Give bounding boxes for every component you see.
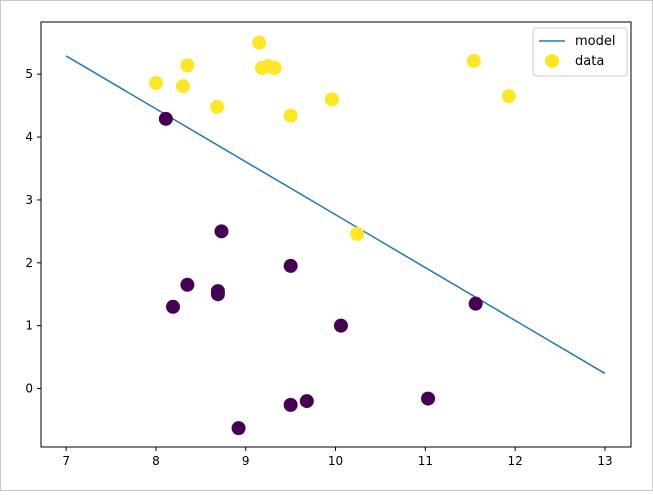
plot-background [41, 22, 631, 447]
data-point-20 [283, 258, 298, 273]
x-tick-label-9: 9 [242, 454, 250, 468]
data-point-13 [501, 89, 516, 104]
data-point-2 [175, 79, 190, 94]
x-tick-label-8: 8 [152, 454, 160, 468]
legend: model data [532, 27, 628, 77]
data-point-16 [180, 277, 195, 292]
plot-area [41, 22, 631, 447]
legend-data-label: data [575, 54, 604, 69]
data-point-15 [214, 224, 229, 239]
data-point-9 [283, 108, 298, 123]
data-point-5 [252, 35, 267, 50]
data-point-10 [324, 92, 339, 107]
x-tick-label-13: 13 [597, 454, 612, 468]
y-axis-ticks: 0 1 2 3 4 5 [25, 67, 41, 396]
x-tick-label-12: 12 [508, 454, 523, 468]
line-model [65, 55, 606, 375]
data-point-14 [158, 111, 173, 126]
x-tick-label-10: 10 [328, 454, 343, 468]
y-tick-label-1: 1 [25, 319, 33, 333]
data-point-3 [180, 58, 195, 73]
data-point-22 [468, 296, 483, 311]
points-layer [148, 35, 516, 436]
legend-data-swatch [545, 54, 559, 68]
x-tick-label-7: 7 [62, 454, 70, 468]
data-point-8 [267, 60, 282, 75]
data-point-12 [466, 53, 481, 68]
data-point-26 [231, 421, 246, 436]
x-axis-ticks: 7 8 9 10 11 12 13 [62, 447, 613, 468]
data-point-24 [299, 394, 314, 409]
y-tick-label-4: 4 [25, 130, 33, 144]
data-point-11 [350, 226, 365, 241]
data-point-4 [210, 99, 225, 114]
data-point-25 [421, 391, 436, 406]
legend-model-label: model [575, 34, 615, 49]
data-point-23 [283, 397, 298, 412]
data-point-17 [166, 299, 181, 314]
x-tick-label-11: 11 [418, 454, 433, 468]
data-point-21 [333, 318, 348, 333]
y-tick-label-5: 5 [25, 67, 33, 81]
y-tick-label-0: 0 [25, 382, 33, 396]
y-tick-label-3: 3 [25, 193, 33, 207]
data-point-19 [210, 287, 225, 302]
data-point-1 [148, 75, 163, 90]
y-tick-label-2: 2 [25, 256, 33, 270]
